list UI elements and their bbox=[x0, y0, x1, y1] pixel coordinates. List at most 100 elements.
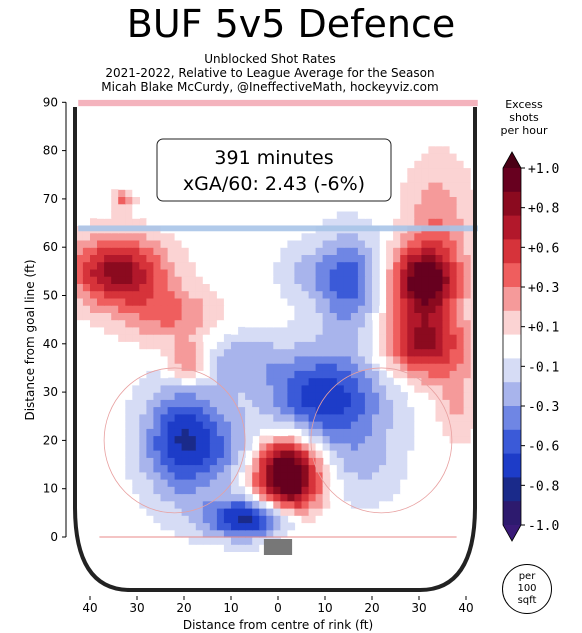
heat-cell bbox=[343, 399, 352, 408]
heat-cell bbox=[428, 167, 437, 176]
heat-cell bbox=[414, 268, 422, 277]
heat-cell bbox=[132, 247, 140, 255]
heat-cell bbox=[449, 363, 458, 371]
heat-cell bbox=[428, 377, 437, 386]
heat-cell bbox=[407, 153, 415, 161]
heat-cell bbox=[146, 479, 155, 487]
heat-cell bbox=[273, 522, 281, 531]
heat-cell bbox=[463, 377, 472, 386]
heat-cell bbox=[449, 428, 458, 437]
heat-cell bbox=[301, 377, 310, 386]
heat-cell bbox=[231, 413, 239, 422]
heat-cell bbox=[174, 355, 183, 364]
heat-cell bbox=[90, 312, 98, 321]
heat-cell bbox=[259, 334, 267, 342]
heat-cell bbox=[336, 355, 345, 364]
heat-cell bbox=[223, 442, 232, 451]
heat-cell bbox=[195, 370, 204, 379]
heat-cell bbox=[463, 319, 472, 328]
heat-cell bbox=[470, 182, 475, 190]
colorbar-segment bbox=[503, 191, 521, 217]
heat-cell bbox=[75, 268, 84, 277]
heat-cell bbox=[456, 247, 465, 255]
heat-cell bbox=[308, 450, 317, 458]
heat-cell bbox=[322, 254, 331, 263]
heat-cell bbox=[75, 276, 84, 284]
heat-cell bbox=[252, 355, 260, 364]
heat-cell bbox=[478, 276, 486, 284]
heat-cell bbox=[139, 319, 147, 328]
heat-cell bbox=[343, 312, 352, 321]
heat-cell bbox=[153, 297, 162, 306]
heat-cell bbox=[273, 435, 281, 444]
heat-cell bbox=[153, 464, 162, 473]
heat-cell bbox=[160, 413, 169, 422]
heat-cell bbox=[216, 334, 225, 342]
heat-cell bbox=[322, 450, 331, 458]
heat-cell bbox=[287, 370, 296, 379]
heat-cell bbox=[308, 341, 317, 350]
heat-cell bbox=[146, 240, 155, 248]
heat-cell bbox=[209, 370, 218, 379]
heat-cell bbox=[266, 500, 274, 509]
heat-cell bbox=[414, 421, 422, 429]
heat-cell bbox=[343, 341, 352, 350]
heat-cell bbox=[181, 428, 190, 437]
heat-cell bbox=[414, 254, 422, 263]
heat-cell bbox=[386, 355, 394, 364]
heat-cell bbox=[322, 421, 331, 429]
heat-cell bbox=[336, 421, 345, 429]
heat-cell bbox=[308, 435, 317, 444]
heat-cell bbox=[174, 261, 183, 270]
heat-cell bbox=[118, 471, 126, 480]
heat-cell bbox=[456, 355, 465, 364]
heat-cell bbox=[478, 334, 486, 342]
heat-cell bbox=[287, 377, 296, 386]
heat-cell bbox=[442, 348, 451, 357]
heat-cell bbox=[153, 508, 162, 516]
heat-cell bbox=[301, 247, 310, 255]
heat-cell bbox=[125, 406, 133, 415]
colorbar-title-line: per hour bbox=[500, 124, 548, 137]
colorbar-segment bbox=[503, 382, 521, 407]
heat-cell bbox=[478, 356, 486, 364]
heat-cell bbox=[195, 500, 204, 509]
heat-cell bbox=[308, 363, 317, 371]
heat-cell bbox=[223, 428, 232, 437]
heat-cell bbox=[329, 464, 338, 473]
heat-cell bbox=[188, 334, 197, 342]
heat-cell bbox=[308, 247, 317, 255]
heat-cell bbox=[393, 406, 401, 415]
heat-cell bbox=[456, 435, 465, 444]
heat-cell bbox=[231, 493, 239, 502]
heat-cell bbox=[400, 240, 408, 248]
heat-cell bbox=[428, 218, 437, 226]
heat-cell bbox=[308, 355, 317, 364]
heat-cell bbox=[259, 464, 267, 473]
heat-cell bbox=[209, 479, 218, 487]
heat-cell bbox=[216, 363, 225, 371]
heat-cell bbox=[139, 500, 147, 509]
heat-cell bbox=[463, 218, 472, 226]
heat-cell bbox=[245, 399, 253, 408]
heat-cell bbox=[400, 363, 408, 371]
heat-cell bbox=[407, 261, 415, 270]
heat-cell bbox=[202, 544, 211, 552]
heat-cell bbox=[146, 283, 155, 292]
heat-cell bbox=[322, 370, 331, 379]
heat-cell bbox=[238, 355, 246, 364]
heat-cell bbox=[153, 384, 162, 393]
heat-cell bbox=[202, 283, 211, 292]
heat-cell bbox=[315, 442, 324, 451]
colorbar-tick-label: -0.1 bbox=[528, 360, 559, 375]
heat-cell bbox=[379, 319, 387, 328]
heat-cell bbox=[195, 493, 204, 502]
heat-cell bbox=[82, 305, 91, 313]
heat-cell bbox=[252, 457, 260, 466]
heat-cell bbox=[421, 145, 430, 154]
heat-cell bbox=[139, 384, 147, 393]
heat-cell bbox=[139, 435, 147, 444]
heat-cell bbox=[357, 413, 366, 422]
heat-cell bbox=[414, 413, 422, 422]
heat-cell bbox=[139, 486, 147, 495]
